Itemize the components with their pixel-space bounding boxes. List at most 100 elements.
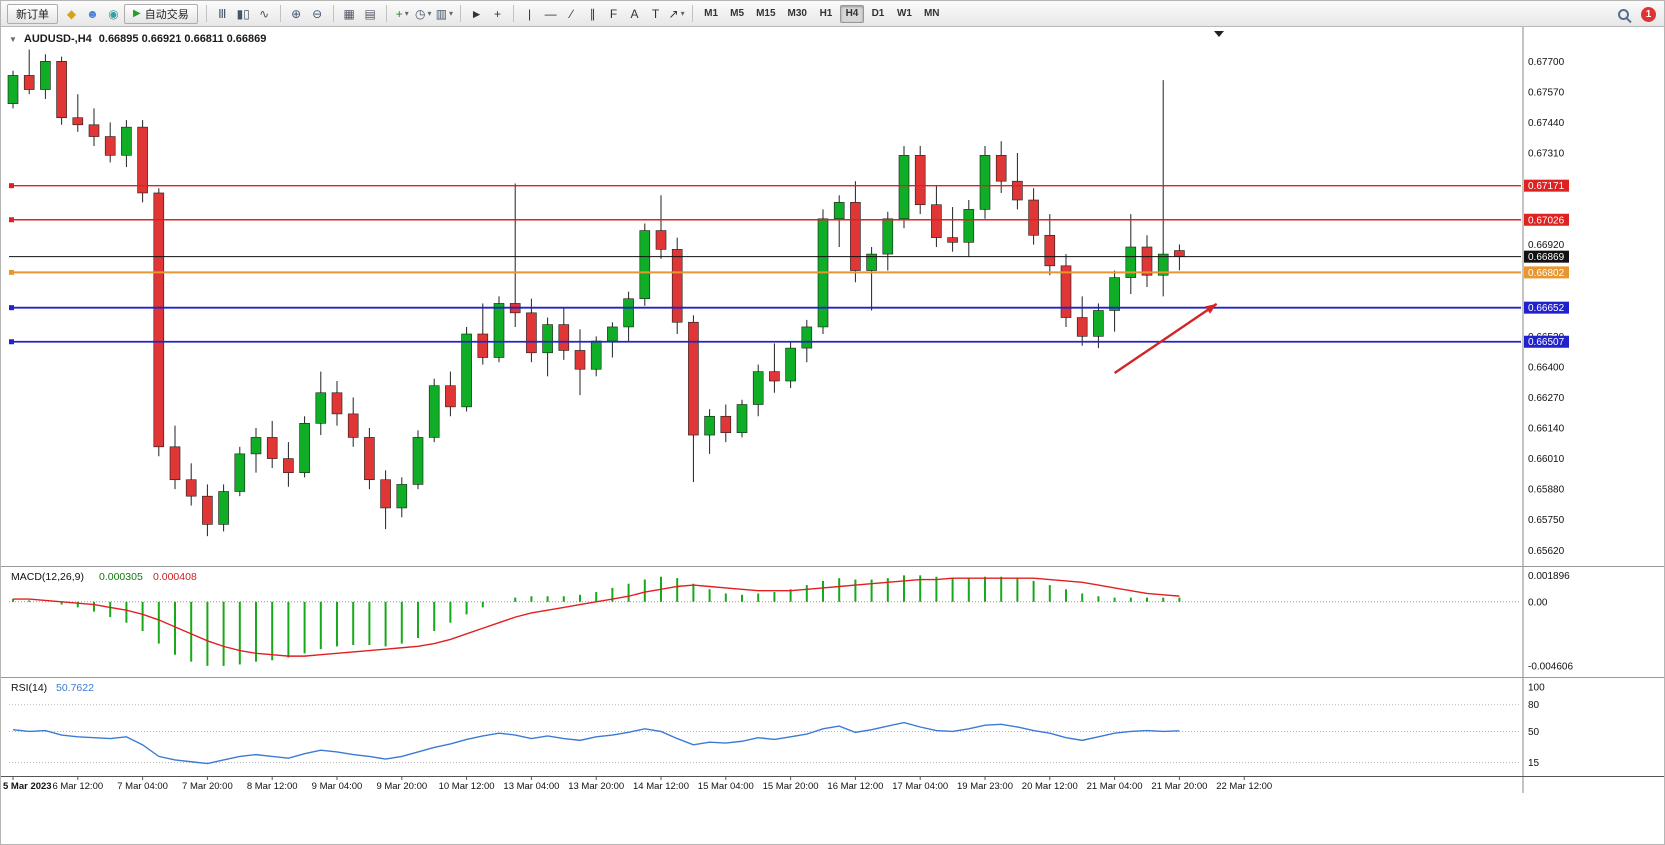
svg-text:0.67440: 0.67440: [1528, 118, 1565, 129]
svg-text:0.001896: 0.001896: [1528, 571, 1570, 582]
timeframe-h1[interactable]: H1: [819, 8, 833, 19]
scroll-to-end-marker[interactable]: [1214, 31, 1224, 37]
arrows-tool-icon[interactable]: ↗ ▾: [668, 6, 685, 21]
candle: [736, 404, 748, 434]
timeframe-mn[interactable]: MN: [923, 8, 940, 19]
ohlc-collapse-icon[interactable]: ▼: [9, 35, 17, 44]
channel-icon[interactable]: ∥: [589, 6, 596, 21]
candle: [104, 136, 116, 156]
svg-text:0.66869: 0.66869: [1528, 252, 1565, 263]
toolbar-left-group: 新订单 ◆ ☻ ◉ ▶ 自动交易 Ⅲ ▮▯ ∿ ⊕ ⊖ ▦ ▤ + ▾ ◷ ▾ ▥ ▾ ► + | — ∕ ∥ F A T ↗ ▾ M1 M5…: [7, 3, 946, 24]
svg-text:19 Mar 23:00: 19 Mar 23:00: [957, 781, 1013, 792]
candle: [720, 415, 732, 434]
svg-text:0.66400: 0.66400: [1528, 362, 1565, 373]
timeframe-d1[interactable]: D1: [871, 8, 885, 19]
svg-text:15 Mar 20:00: 15 Mar 20:00: [763, 781, 819, 792]
chart-ohlc-values: 0.66895 0.66921 0.66811 0.66869: [98, 33, 267, 45]
candle: [671, 249, 683, 323]
zoom-in-icon[interactable]: ⊕: [291, 6, 302, 21]
periods-button[interactable]: ◷ ▾: [414, 6, 432, 21]
svg-text:50: 50: [1528, 727, 1540, 738]
candle: [250, 437, 262, 455]
candle: [801, 326, 813, 349]
notification-badge[interactable]: 1: [1641, 6, 1656, 22]
candle: [88, 124, 100, 137]
timeframe-m15[interactable]: M15: [756, 8, 776, 19]
svg-text:0.00: 0.00: [1528, 597, 1548, 608]
candle: [898, 155, 910, 220]
svg-text:13 Mar 20:00: 13 Mar 20:00: [568, 781, 624, 792]
bars-chart-icon[interactable]: Ⅲ: [218, 6, 227, 21]
text-tool-icon[interactable]: A: [630, 6, 639, 21]
svg-text:7 Mar 04:00: 7 Mar 04:00: [117, 781, 168, 792]
time-axis[interactable]: 5 Mar 2023 6 Mar 12:00 7 Mar 04:00 7 Mar 20…: [3, 777, 1272, 792]
candle: [137, 126, 148, 194]
candle: [1125, 246, 1137, 278]
community-icon[interactable]: ◉: [108, 6, 119, 21]
cursor-icon[interactable]: ►: [470, 6, 483, 21]
svg-text:5 Mar 2023: 5 Mar 2023: [3, 781, 52, 792]
templates-button[interactable]: ▥ ▾: [435, 6, 454, 21]
macd-signal-value: 0.000408: [153, 571, 197, 583]
candle: [23, 75, 35, 90]
candle: [234, 453, 246, 492]
candle: [1157, 253, 1169, 276]
candle: [153, 192, 165, 448]
candle: [1060, 265, 1072, 318]
candle: [590, 340, 602, 370]
label-tool-icon[interactable]: T: [651, 6, 660, 21]
level-anchor[interactable]: [9, 183, 14, 189]
candle: [607, 326, 618, 342]
indicators-button[interactable]: + ▾: [395, 6, 409, 21]
candle: [526, 312, 537, 354]
svg-text:100: 100: [1528, 682, 1545, 693]
level-anchor[interactable]: [9, 339, 14, 345]
level-anchor[interactable]: [9, 217, 14, 223]
auto-trading-button[interactable]: ▶ 自动交易: [124, 3, 198, 24]
price-axis-badge: [1524, 335, 1569, 348]
horizontal-line-icon[interactable]: —: [544, 6, 557, 21]
candle: [655, 230, 667, 250]
mql-market-icon[interactable]: ◆: [66, 6, 77, 21]
candle: [185, 479, 197, 497]
candle: [1174, 250, 1185, 257]
price-axis[interactable]: 0.67700 0.67570 0.67440 0.67310 0.66920 0.665…: [1522, 27, 1573, 793]
candle: [493, 303, 505, 358]
candle: [769, 371, 780, 382]
svg-text:15: 15: [1528, 758, 1540, 769]
rsi-label: RSI(14): [11, 682, 47, 694]
candle: [1109, 277, 1120, 311]
svg-text:9 Mar 04:00: 9 Mar 04:00: [312, 781, 363, 792]
cascade-windows-icon[interactable]: ▤: [364, 6, 376, 21]
svg-text:13 Mar 04:00: 13 Mar 04:00: [503, 781, 559, 792]
timeframe-m30[interactable]: M30: [787, 8, 807, 19]
tile-windows-icon[interactable]: ▦: [343, 6, 355, 21]
timeframe-m1[interactable]: M1: [704, 8, 719, 19]
timeframe-h4[interactable]: H4: [839, 4, 864, 23]
zoom-out-icon[interactable]: ⊖: [312, 6, 323, 21]
svg-text:-0.004606: -0.004606: [1528, 661, 1573, 672]
price-axis-badge: [1524, 266, 1569, 279]
level-anchor[interactable]: [9, 269, 14, 275]
trendline-icon[interactable]: ∕: [570, 6, 573, 21]
timeframe-w1[interactable]: W1: [896, 8, 912, 19]
svg-text:0.66507: 0.66507: [1528, 337, 1565, 348]
level-anchor[interactable]: [9, 305, 14, 311]
candles-chart-icon[interactable]: ▮▯: [236, 6, 250, 21]
profile-icon[interactable]: ☻: [86, 6, 99, 21]
search-icon[interactable]: [1618, 8, 1629, 20]
toolbar: 新订单 ◆ ☻ ◉ ▶ 自动交易 Ⅲ ▮▯ ∿ ⊕ ⊖ ▦ ▤ + ▾ ◷ ▾ ▥ ▾ ► + | — ∕ ∥ F A T ↗ ▾ M1 M5…: [1, 1, 1664, 27]
candle: [639, 230, 651, 300]
vertical-line-icon[interactable]: |: [528, 6, 532, 21]
new-order-button[interactable]: 新订单: [7, 3, 58, 24]
trend-arrow-annotation[interactable]: [1113, 302, 1218, 375]
candle: [56, 61, 67, 119]
crosshair-icon[interactable]: +: [494, 6, 502, 21]
timeframe-m5[interactable]: M5: [730, 8, 745, 19]
svg-text:0.66802: 0.66802: [1528, 268, 1565, 279]
candle: [283, 458, 294, 473]
candle: [704, 415, 715, 436]
fibonacci-icon[interactable]: F: [609, 6, 618, 21]
line-chart-icon[interactable]: ∿: [259, 6, 270, 21]
